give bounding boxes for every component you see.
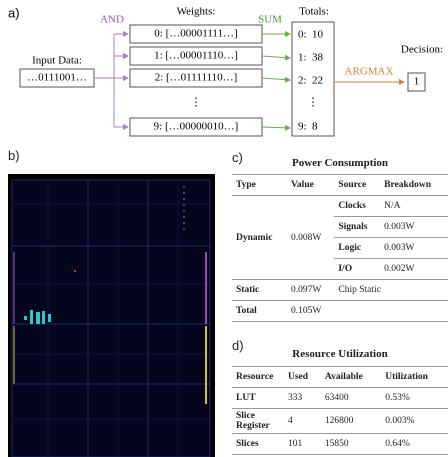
cell: 333 — [284, 388, 321, 409]
weight: 1: […00001110…] — [154, 50, 238, 62]
sum-label: SUM — [258, 14, 282, 26]
weights: 0: […00001111…] 1: […00001110…] 2: […011… — [130, 25, 262, 136]
header-cell: Source — [334, 175, 380, 196]
header-cell: Available — [321, 367, 381, 388]
cell: 0.002W — [380, 259, 448, 280]
cell: Slice Register — [232, 409, 284, 434]
cell: I/O — [334, 259, 380, 280]
cell: N/A — [380, 196, 448, 217]
panel-label: a) — [8, 5, 20, 20]
cell: 101 — [284, 434, 321, 455]
cell: LUT — [232, 388, 284, 409]
header-cell: Breakdown — [380, 175, 448, 196]
weight: 9: […00000010…] — [154, 121, 239, 133]
table-title: Resource Utilization — [232, 348, 448, 360]
weights-title: Weights: — [177, 6, 216, 18]
cell: 0.008W — [287, 196, 334, 280]
cell: 4 — [284, 409, 321, 434]
panel-label: b) — [8, 148, 20, 163]
header-cell: Resource — [232, 367, 284, 388]
input-title: Input Data: — [32, 55, 82, 67]
cell: 0.53% — [381, 388, 448, 409]
total-ellipsis: ⋮ — [308, 97, 319, 109]
cell: 0.105W — [287, 301, 334, 322]
total: 9: 8 — [298, 121, 318, 133]
cell: 63400 — [321, 388, 381, 409]
total: 0: 10 — [298, 29, 324, 41]
header-cell: Used — [284, 367, 321, 388]
cell: Dynamic — [232, 196, 287, 280]
header-cell: Type — [232, 175, 287, 196]
weight: 0: […00001111…] — [154, 28, 237, 40]
header-cell: Utilization — [381, 367, 448, 388]
argmax-label: ARGMAX — [345, 66, 394, 78]
page: a) Input Data: …0111001… AND Weights: 0:… — [0, 0, 448, 457]
cell: Total — [232, 301, 287, 322]
total: 2: 22 — [298, 75, 323, 87]
cell: 0.003W — [380, 217, 448, 238]
header-cell: Value — [287, 175, 334, 196]
cell: Chip Static — [334, 280, 448, 301]
cell: 126800 — [321, 409, 381, 434]
totals-title: Totals: — [299, 6, 329, 18]
cell: 15850 — [321, 434, 381, 455]
cell: Signals — [334, 217, 380, 238]
cell: 0.64% — [381, 434, 448, 455]
cell: Slices — [232, 434, 284, 455]
decision-title: Decision: — [401, 44, 443, 56]
cell — [334, 301, 448, 322]
sum-arrows — [262, 34, 290, 128]
and-arrows — [94, 34, 128, 127]
fpga-layout — [8, 174, 215, 457]
cell: 0.003% — [381, 409, 448, 434]
diagram: a) Input Data: …0111001… AND Weights: 0:… — [0, 0, 448, 145]
cell: Logic — [334, 238, 380, 259]
input-value: …0111001… — [27, 72, 87, 84]
decision-value: 1 — [414, 76, 420, 88]
cell: Static — [232, 280, 287, 301]
total: 1: 38 — [298, 52, 324, 64]
cell: 0.003W — [380, 238, 448, 259]
and-label: AND — [100, 14, 124, 26]
weight-ellipsis: ⋮ — [191, 97, 202, 109]
cell: 0.097W — [287, 280, 334, 301]
weight: 2: […01111110…] — [155, 72, 238, 84]
table-title: Power Consumption — [232, 157, 448, 169]
cell: Clocks — [334, 196, 380, 217]
